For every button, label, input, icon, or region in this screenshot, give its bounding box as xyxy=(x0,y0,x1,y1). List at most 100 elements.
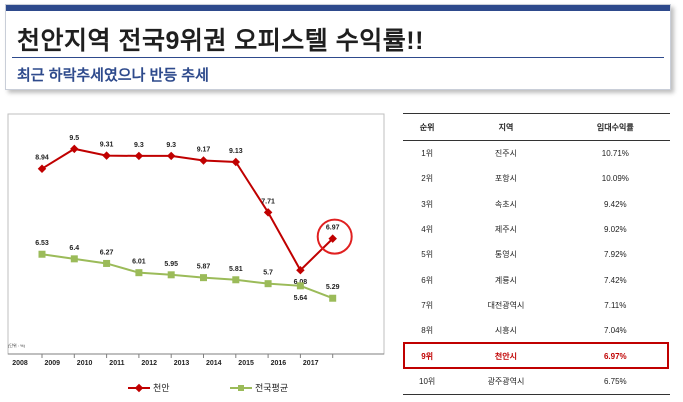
data-point xyxy=(232,276,240,284)
legend-item-cheonan: 천안 xyxy=(128,381,170,394)
x-tick-label: 2012 xyxy=(141,360,157,367)
banner-divider xyxy=(12,57,664,58)
col-header-rank: 순위 xyxy=(403,113,452,141)
x-tick-label: 2013 xyxy=(174,360,190,367)
table-row: 10위 광주광역시 6.75% xyxy=(403,369,670,394)
yield-cell: 9.42% xyxy=(603,199,627,209)
yield-cell: 9.02% xyxy=(603,225,627,235)
series-line-1 xyxy=(41,253,334,300)
data-label: 5.81 xyxy=(229,266,243,273)
data-point xyxy=(38,250,46,258)
region-cell: 계룡시 xyxy=(494,275,518,285)
chart-svg: 2008 2009 2010 2011 2012 2013 2014 2015 2016 2017… xyxy=(7,113,385,367)
region-cell: 대전광역시 xyxy=(487,300,525,310)
data-label: 8.94 xyxy=(35,155,49,162)
chart-unit-note: (단위 : %) xyxy=(8,343,25,348)
page-title: 천안지역 전국9위권 오피스텔 수익률!! xyxy=(17,27,424,55)
table-row: 1위 진주시 10.71% xyxy=(403,141,670,167)
x-tick-label: 2010 xyxy=(77,360,93,367)
col-header-yield: 임대수익률 xyxy=(560,113,670,141)
region-cell: 제주시 xyxy=(494,225,518,235)
table-bottom-rule xyxy=(403,394,670,395)
data-point xyxy=(296,282,304,290)
rank-cell: 5위 xyxy=(421,250,434,260)
data-label: 6.01 xyxy=(132,259,146,266)
region-cell: 천안시 xyxy=(494,351,518,361)
yield-cell: 6.97% xyxy=(603,351,627,361)
table-row: 3위 속초시 9.42% xyxy=(403,192,670,217)
data-point xyxy=(37,164,47,173)
data-label: 5.87 xyxy=(197,264,211,271)
legend-swatch-national xyxy=(230,383,252,393)
region-cell: 시흥시 xyxy=(494,326,518,336)
yield-cell: 7.92% xyxy=(603,250,627,260)
x-tick-label: 2014 xyxy=(206,360,222,367)
yield-cell: 6.75% xyxy=(603,376,627,386)
table-row: 4위 제주시 9.02% xyxy=(403,217,670,242)
rank-cell: 3위 xyxy=(421,199,434,209)
region-cell: 광주광역시 xyxy=(487,376,525,386)
data-point xyxy=(167,271,175,279)
data-label: 9.13 xyxy=(229,148,243,155)
rank-cell: 8위 xyxy=(421,326,434,336)
legend-item-national: 전국평균 xyxy=(230,381,288,394)
x-tick-label: 2008 xyxy=(12,360,28,367)
x-tick-label: 2009 xyxy=(45,360,61,367)
line-chart: 2008 2009 2010 2011 2012 2013 2014 2015 2016 2017… xyxy=(6,112,386,372)
x-tick-label: 2011 xyxy=(109,360,124,367)
yield-cell: 10.71% xyxy=(601,149,629,159)
data-label: 6.4 xyxy=(69,245,79,252)
rank-cell: 7위 xyxy=(421,300,434,310)
table-row: 8위 시흥시 7.04% xyxy=(403,318,670,343)
legend-swatch-cheonan xyxy=(128,383,150,393)
region-cell: 속초시 xyxy=(494,199,518,209)
data-point xyxy=(263,208,273,217)
legend-label-cheonan: 천안 xyxy=(153,383,170,393)
x-tick-label: 2015 xyxy=(238,360,254,367)
table-header-row: 순위 지역 임대수익률 xyxy=(403,113,670,141)
yield-cell: 7.42% xyxy=(603,275,627,285)
data-label: 6.27 xyxy=(100,249,114,256)
rank-cell: 6위 xyxy=(421,275,434,285)
highlight-circle xyxy=(316,218,353,255)
x-tick-label: 2016 xyxy=(271,360,287,367)
data-point xyxy=(70,255,78,263)
data-label: 6.53 xyxy=(35,240,49,247)
rank-cell: 1위 xyxy=(421,149,434,159)
table-row: 6위 계룡시 7.42% xyxy=(403,267,670,292)
region-cell: 진주시 xyxy=(494,149,518,159)
yield-cell: 10.09% xyxy=(601,174,629,184)
title-banner: 천안지역 전국9위권 오피스텔 수익률!! 최근 하락추세였으나 반등 추세 xyxy=(5,4,671,90)
series-line-0 xyxy=(41,147,334,272)
data-label: 6.97 xyxy=(326,225,340,232)
data-point xyxy=(200,274,207,282)
rank-cell: 10위 xyxy=(419,376,436,386)
table-row: 9위 천안시 6.97% xyxy=(403,343,670,368)
page-subtitle: 최근 하락추세였으나 반등 추세 xyxy=(17,67,209,84)
table-row: 5위 통영시 7.92% xyxy=(403,242,670,267)
data-label: 9.5 xyxy=(69,135,79,142)
table-row: 2위 포항시 10.09% xyxy=(403,166,670,191)
data-point xyxy=(296,265,305,275)
region-cell: 통영시 xyxy=(494,250,518,260)
data-point xyxy=(264,280,272,288)
data-label: 5.7 xyxy=(263,270,273,277)
data-label: 9.31 xyxy=(100,142,114,149)
plot-area xyxy=(7,113,385,355)
ranking-table: 순위 지역 임대수익률 1위 진주시 10.71% 2위 포항시 10.09% 3위 속초시 9… xyxy=(403,113,670,394)
data-label: 9.3 xyxy=(166,142,176,149)
highlight-box-cheonan xyxy=(403,342,669,369)
data-label: 9.3 xyxy=(134,142,144,149)
legend-label-national: 전국평균 xyxy=(255,383,289,393)
data-label: 5.29 xyxy=(326,284,340,291)
table-row: 7위 대전광역시 7.11% xyxy=(403,293,670,318)
data-label: 7.71 xyxy=(261,198,275,205)
data-point xyxy=(329,294,337,302)
yield-cell: 7.04% xyxy=(603,326,627,336)
data-point xyxy=(328,234,337,243)
data-label: 5.64 xyxy=(294,295,308,302)
banner-top-bar xyxy=(6,5,670,11)
region-cell: 포항시 xyxy=(494,174,518,184)
col-header-region: 지역 xyxy=(451,113,561,141)
data-label: 9.17 xyxy=(197,147,211,154)
